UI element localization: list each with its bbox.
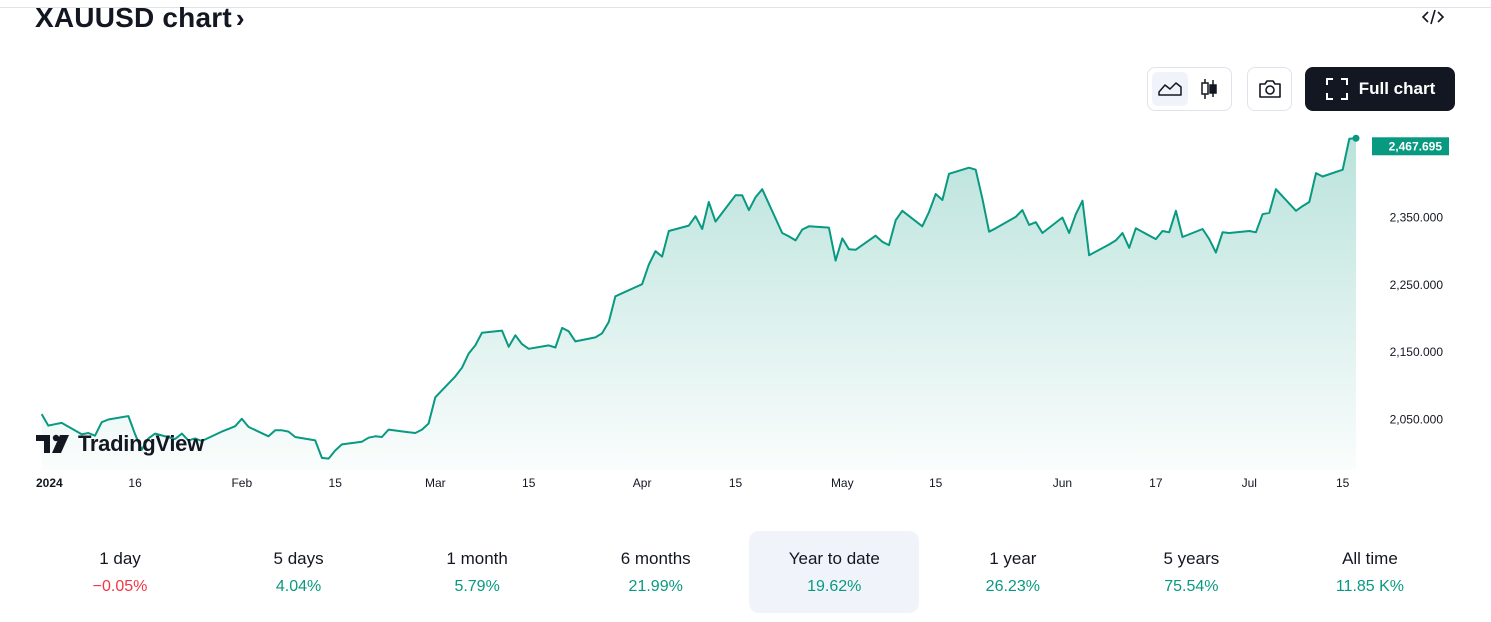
x-tick-label: Jun (1053, 476, 1072, 490)
period-change: 75.54% (1164, 577, 1219, 595)
period-change: 4.04% (275, 577, 322, 595)
embed-code-button[interactable] (1418, 5, 1448, 29)
x-tick-label: 17 (1149, 476, 1163, 490)
camera-icon (1258, 80, 1281, 98)
y-tick-label: 2,150.000 (1390, 345, 1444, 359)
chevron-right-icon: › (235, 2, 245, 33)
embed-code-icon (1421, 9, 1445, 25)
price-line (40, 137, 1357, 460)
x-tick-label: 15 (929, 476, 943, 490)
period-5-years[interactable]: 5 years 75.54% (1106, 531, 1276, 613)
last-price-dot (1352, 134, 1360, 142)
period-1-day[interactable]: 1 day −0.05% (35, 531, 205, 613)
performance-periods: 1 day −0.05% 5 days 4.04% 1 month 5.79% … (35, 531, 1455, 613)
x-tick-label: May (831, 476, 854, 490)
last-price-label: 2,467.695 (1389, 139, 1443, 153)
chart-title-link[interactable]: XAUUSD chart › (35, 2, 245, 34)
period-5-days[interactable]: 5 days 4.04% (214, 531, 384, 613)
period-6-months[interactable]: 6 months 21.99% (571, 531, 741, 613)
chart-title: XAUUSD chart (35, 2, 232, 33)
tradingview-logo-text: TradingView (78, 431, 204, 456)
area-chart-button[interactable] (1152, 72, 1188, 106)
period-change: 5.79% (454, 577, 500, 595)
period-label: 5 years (1163, 548, 1220, 568)
chart-style-toggle (1147, 67, 1232, 111)
fullscreen-icon (1325, 78, 1348, 100)
x-tick-label: 15 (522, 476, 536, 490)
period-label: 6 months (620, 548, 691, 568)
period-label: 1 year (989, 548, 1037, 568)
period-change: 19.62% (807, 577, 862, 595)
period-all-time[interactable]: All time 11.85 K% (1285, 531, 1455, 613)
period-label: All time (1342, 548, 1398, 568)
x-tick-label: Jul (1242, 476, 1257, 490)
y-tick-label: 2,350.000 (1390, 211, 1444, 225)
x-tick-label: Mar (425, 476, 446, 490)
full-chart-button[interactable]: Full chart (1305, 67, 1455, 111)
period-1-month[interactable]: 1 month 5.79% (392, 531, 562, 613)
period-change: 26.23% (985, 577, 1040, 595)
period-change: −0.05% (92, 577, 148, 595)
x-tick-label: 15 (729, 476, 743, 490)
price-chart[interactable]: 2,050.000 2,150.000 2,250.000 2,350.000 2,46… (0, 130, 1491, 500)
x-tick-label: Apr (633, 476, 652, 490)
tradingview-logo[interactable]: TradingView (36, 431, 204, 457)
x-tick-label: Feb (231, 476, 252, 490)
candles-chart-button[interactable] (1192, 72, 1228, 106)
x-tick-label: 16 (128, 476, 142, 490)
top-divider (0, 7, 1491, 8)
period-year-to-date[interactable]: Year to date 19.62% (749, 531, 920, 613)
period-change: 21.99% (628, 577, 683, 595)
candles-icon (1201, 79, 1217, 99)
period-change: 11.85 K% (1335, 577, 1405, 595)
x-tick-label: 15 (329, 476, 343, 490)
tradingview-logo-icon (36, 434, 69, 453)
period-1-year[interactable]: 1 year 26.23% (928, 531, 1098, 613)
period-label: Year to date (788, 548, 880, 568)
period-label: 5 days (273, 548, 324, 568)
snapshot-button[interactable] (1247, 67, 1292, 111)
x-tick-label: 15 (1336, 476, 1350, 490)
last-price-tag (1372, 137, 1449, 156)
period-label: 1 day (99, 548, 141, 568)
full-chart-label: Full chart (1358, 79, 1436, 98)
x-tick-label: 2024 (36, 476, 63, 490)
y-tick-label: 2,050.000 (1390, 413, 1444, 427)
price-area-fill (41, 138, 1357, 471)
period-label: 1 month (446, 548, 508, 568)
y-tick-label: 2,250.000 (1390, 278, 1444, 292)
area-chart-icon (1158, 82, 1182, 96)
